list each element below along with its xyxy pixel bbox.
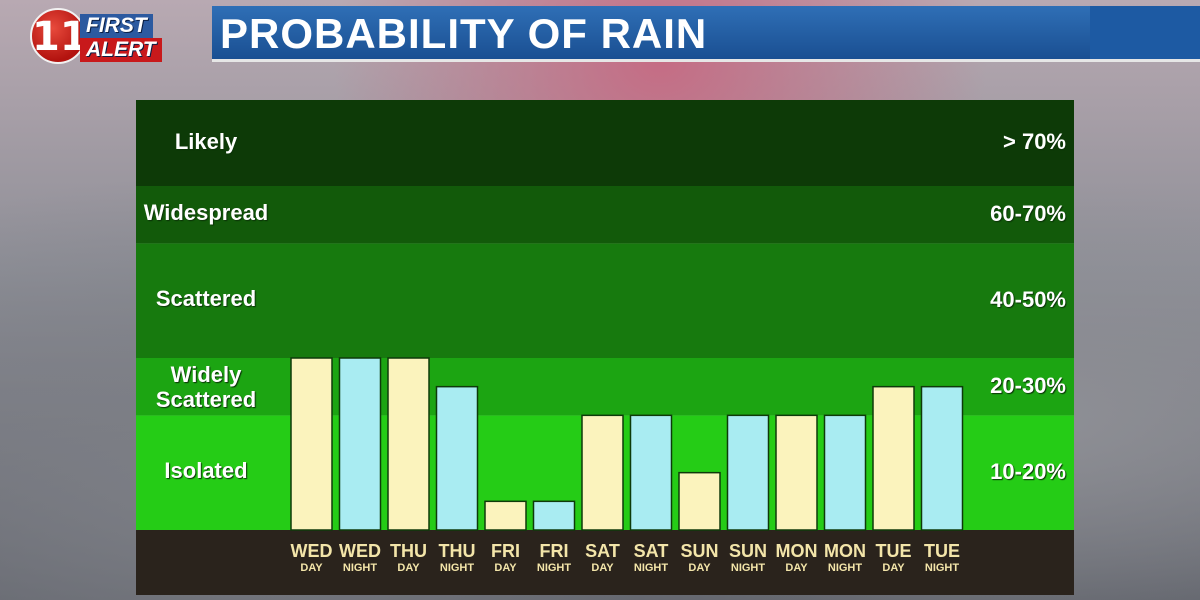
x-tick-sun-night: SUN NIGHT [724,541,772,575]
x-tick-period: NIGHT [827,562,863,574]
zone-widespread-range: 60-70% [990,200,1066,226]
zone-isolated-range: 10-20% [990,458,1066,484]
x-tick-period: NIGHT [730,562,766,574]
zone-scattered-range: 40-50% [990,286,1066,312]
x-tick-day: FRI [539,541,569,561]
bar-mon-night [823,414,867,531]
x-tick-day: SUN [680,541,719,561]
bar-fri-day [484,500,527,531]
bar-sun-night [726,414,770,531]
zone-likely-label: Likely [174,128,238,154]
x-tick-day: MON [775,541,818,561]
x-tick-mon-night: MON NIGHT [821,541,869,575]
logo-first-text: FIRST [80,14,153,38]
x-tick-sat-night: SAT NIGHT [627,541,675,575]
x-tick-sat-day: SAT DAY [579,541,627,575]
x-tick-period: NIGHT [439,562,475,574]
zone-widely-scattered-range: 20-30% [990,372,1066,398]
chart-canvas [136,100,1074,595]
bar-wed-night [338,357,382,531]
x-tick-tue-night: TUE NIGHT [918,541,966,575]
x-tick-day: SAT [585,541,620,561]
x-tick-fri-day: FRI DAY [482,541,530,575]
zone-widely-scattered-label: Widely Scattered [155,361,257,412]
x-tick-period: NIGHT [536,562,572,574]
x-tick-day: WED [339,541,381,561]
x-tick-day: TUE [924,541,960,561]
zone-likely-band [136,100,1074,186]
x-tick-period: DAY [397,562,420,574]
x-tick-day: MON [824,541,866,561]
x-tick-day: TUE [875,541,912,561]
x-tick-thu-day: THU DAY [385,541,433,575]
x-tick-period: DAY [688,562,711,574]
x-tick-wed-night: WED NIGHT [336,541,384,575]
x-tick-period: NIGHT [342,562,378,574]
header-endcap [1090,6,1200,59]
page-title: PROBABILITY OF RAIN [220,10,708,57]
zone-isolated-label: Isolated [164,458,248,484]
x-tick-period: NIGHT [633,562,669,574]
bar-tue-night [920,385,964,531]
bar-thu-day [387,357,430,531]
zone-likely-range: > 70% [1003,129,1066,154]
x-tick-period: DAY [300,562,323,574]
x-tick-day: SAT [633,541,669,561]
bar-sat-night [629,414,673,531]
zone-widespread-label: Widespread [143,200,269,226]
bar-sun-day [678,471,721,531]
bar-thu-night [435,385,479,531]
x-tick-tue-day: TUE DAY [870,541,918,575]
x-tick-thu-night: THU NIGHT [433,541,481,575]
x-tick-period: DAY [591,562,614,574]
x-tick-period: DAY [882,562,905,574]
x-tick-period: DAY [494,562,517,574]
bar-mon-day [775,414,818,531]
x-tick-day: THU [390,541,427,561]
zone-widespread-band [136,186,1074,244]
x-tick-day: THU [438,541,476,561]
bar-wed-day [290,357,333,531]
x-tick-period: NIGHT [924,562,960,574]
x-tick-day: FRI [491,541,520,561]
x-tick-day: SUN [728,541,767,561]
rain-probability-chart: Likely > 70% Widespread 60-70% Scattered 40-5… [136,100,1074,595]
logo-alert-text: ALERT [80,38,162,62]
x-axis-band [136,530,1074,595]
bar-sat-day [581,414,624,531]
x-tick-sun-day: SUN DAY [676,541,724,575]
x-tick-wed-day: WED DAY [288,541,336,575]
bar-tue-day [872,385,915,531]
first-alert-logo: 11 FIRST ALERT [30,6,190,66]
zone-scattered-band [136,243,1074,358]
x-tick-period: DAY [785,562,808,574]
channel-11-icon: 11 [30,8,88,64]
x-tick-day: WED [290,541,333,561]
x-tick-fri-night: FRI NIGHT [530,541,578,575]
x-tick-mon-day: MON DAY [773,541,821,575]
header-bar: PROBABILITY OF RAIN [212,6,1200,62]
bar-fri-night [532,500,576,531]
zone-scattered-label: Scattered [155,286,257,312]
